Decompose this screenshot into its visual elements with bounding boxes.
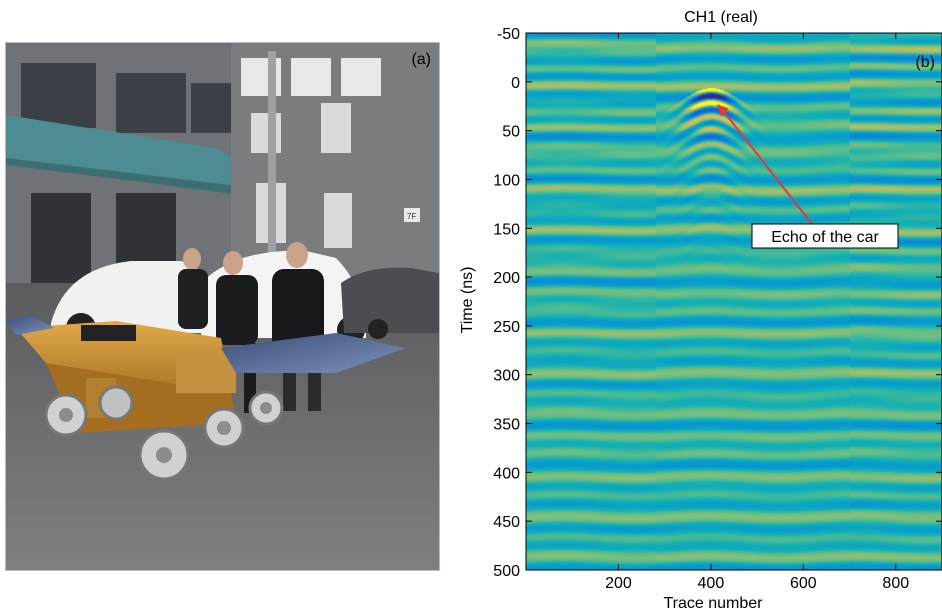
x-tick-label: 800 [882,575,909,592]
y-axis-label: Time (ns) [459,267,476,334]
y-tick-label: -50 [497,26,520,43]
y-tick-label: 400 [493,465,520,482]
plot-area [526,33,942,570]
y-tick-label: 100 [493,172,520,189]
rover-photo: 7F [6,43,439,570]
annotation-text: Echo of the car [771,229,879,246]
radargram-chart: CH1 (real) -50 0 50 100 150 200 250 300 350 400 45… [459,9,942,612]
y-tick-label: 50 [502,124,520,141]
y-tick-label: 500 [493,563,520,580]
x-tick-label: 200 [605,575,632,592]
axes: -50 0 50 100 150 200 250 300 350 400 450 500 200 400 6… [493,26,942,592]
panel-b-label: (b) [915,54,935,71]
x-axis-label: Trace number [664,595,764,612]
building-left [6,43,296,283]
plot-frame [525,32,942,571]
annotation: Echo of the car [716,104,899,249]
annotation-arrow-head [716,104,729,117]
y-tick-label: 200 [493,270,520,287]
y-tick-label: 0 [511,75,520,92]
building-sign: 7F [407,212,416,221]
annotation-box [751,223,899,249]
y-tick-label: 350 [493,417,520,434]
building-right: 7F [231,43,439,293]
photo-panel: 7F [5,42,440,571]
y-tick-label: 450 [493,514,520,531]
y-tick-label: 300 [493,368,520,385]
chart-title: CH1 (real) [684,9,758,26]
y-tick-label: 250 [493,319,520,336]
radargram-panel: CH1 (real) -50 0 50 100 150 200 250 300 350 400 45… [456,0,942,612]
x-tick-label: 400 [698,575,725,592]
panel-a-label: (a) [411,51,431,68]
annotation-arrow-line [722,109,813,225]
lunar-rover-model [6,315,406,481]
x-tick-label: 600 [790,575,817,592]
y-tick-label: 150 [493,221,520,238]
heatmap-image [526,33,942,570]
